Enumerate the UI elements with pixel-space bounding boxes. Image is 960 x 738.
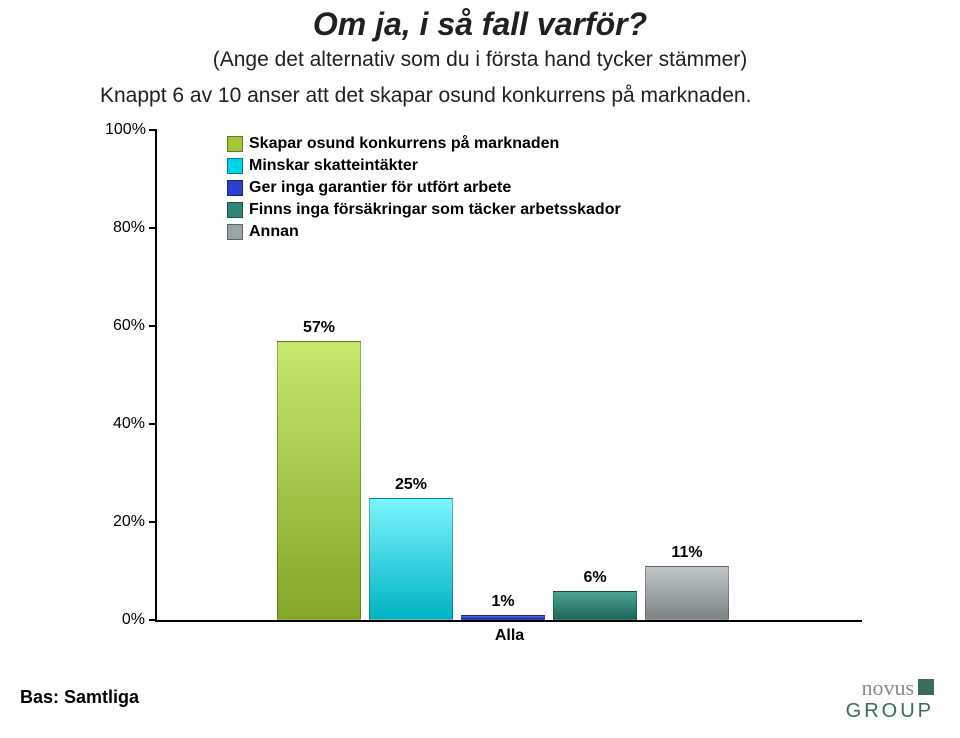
y-tick-label: 40% [105, 415, 145, 433]
plot-area: Skapar osund konkurrens på marknadenMins… [155, 130, 862, 622]
y-tick [149, 521, 157, 523]
logo-bottom-text: GROUP [846, 700, 934, 722]
bar [369, 498, 453, 621]
bar-value-label: 25% [369, 476, 453, 494]
bar-value-label: 11% [645, 544, 729, 562]
y-tick-label: 60% [105, 317, 145, 335]
y-tick-label: 0% [105, 611, 145, 629]
y-tick [149, 619, 157, 621]
x-axis-label: Alla [157, 627, 862, 645]
logo-square-icon [918, 679, 934, 695]
y-tick-label: 80% [105, 219, 145, 237]
bar-value-label: 1% [461, 593, 545, 611]
bars-group: 57% 25% 1% 6% 11% [157, 130, 862, 620]
page-root: Om ja, i så fall varför? (Ange det alter… [0, 0, 960, 738]
bar [645, 566, 729, 620]
logo-top-text: novus [861, 675, 914, 700]
bar-value-label: 6% [553, 569, 637, 587]
page-subtitle: (Ange det alternativ som du i första han… [0, 48, 960, 72]
bar-value-label: 57% [277, 319, 361, 337]
bar-chart: Skapar osund konkurrens på marknadenMins… [100, 130, 860, 640]
y-tick [149, 227, 157, 229]
y-tick [149, 325, 157, 327]
y-tick-label: 20% [105, 513, 145, 531]
intro-text: Knappt 6 av 10 anser att det skapar osun… [100, 84, 751, 108]
page-title: Om ja, i så fall varför? [0, 6, 960, 43]
bar [553, 591, 637, 620]
bar [461, 615, 545, 620]
bar [277, 341, 361, 620]
footer-base-text: Bas: Samtliga [20, 687, 139, 708]
y-tick [149, 423, 157, 425]
novus-logo: novus GROUP [810, 673, 940, 728]
y-tick [149, 129, 157, 131]
y-tick-label: 100% [105, 121, 145, 139]
